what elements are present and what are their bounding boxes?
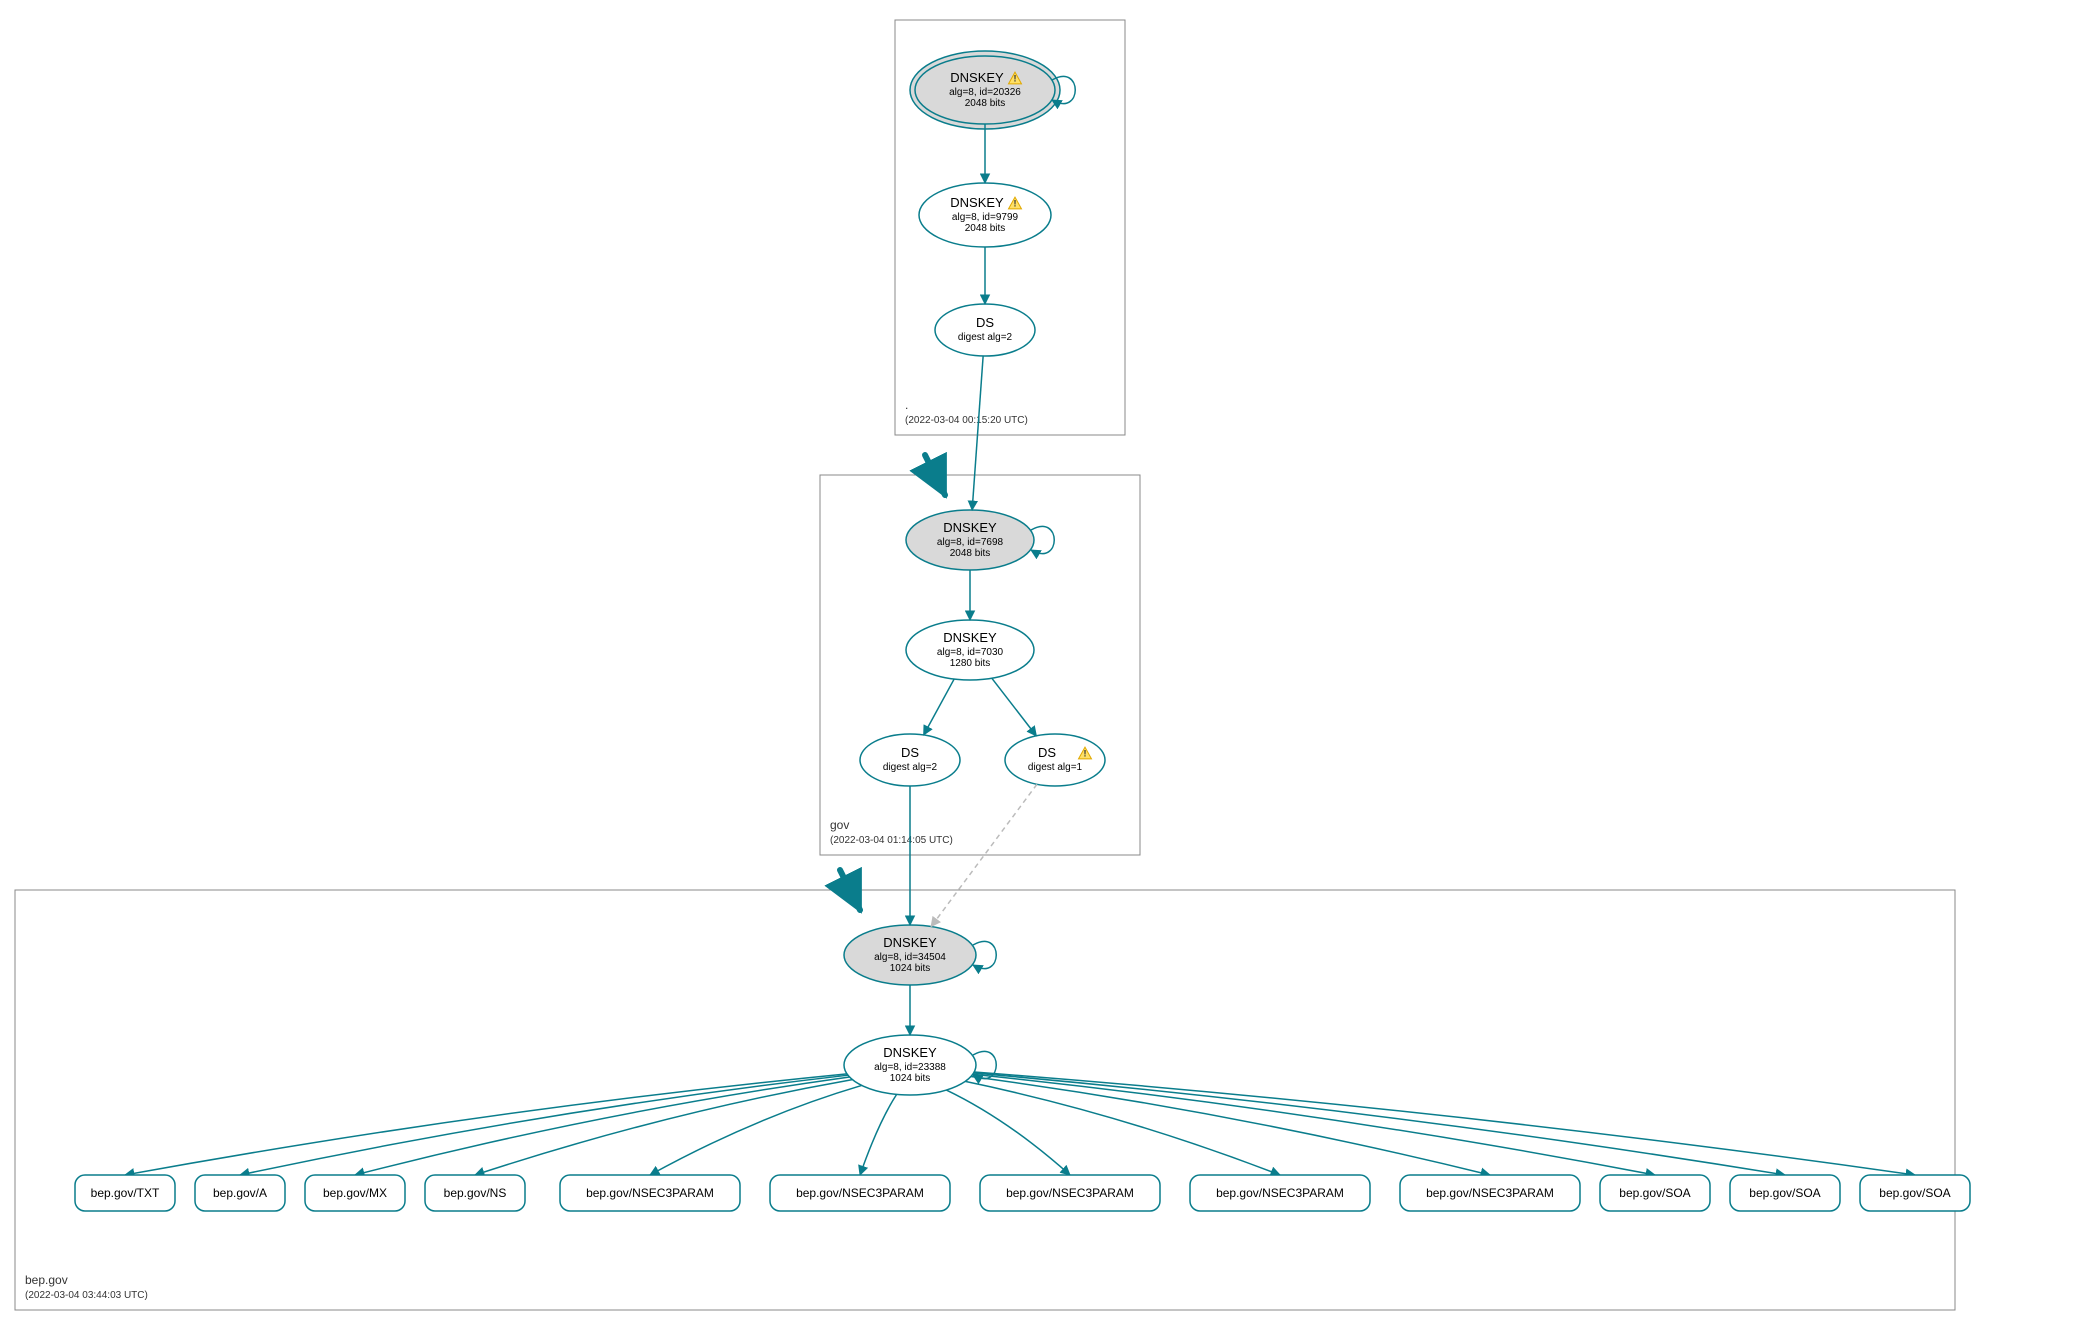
record-leaf-label: bep.gov/A xyxy=(213,1186,267,1200)
node-subtitle-2: 1024 bits xyxy=(890,963,931,974)
record-leaf-label: bep.gov/NS xyxy=(444,1186,507,1200)
node-subtitle-2: 2048 bits xyxy=(965,98,1006,109)
node-gov_ksk: DNSKEY alg=8, id=76982048 bits xyxy=(906,510,1054,570)
node-gov_ds1: DS digest alg=2 xyxy=(860,734,960,786)
edge-bep-zsk-leaf-11 xyxy=(974,1072,1915,1175)
node-title: DS xyxy=(1038,745,1056,760)
node-root_ds: DS digest alg=2 xyxy=(935,304,1035,356)
record-leaf-label: bep.gov/NSEC3PARAM xyxy=(1426,1186,1554,1200)
zone-timestamp-gov: (2022-03-04 01:14:05 UTC) xyxy=(830,835,953,846)
edge-bep-zsk-leaf-8 xyxy=(971,1077,1490,1175)
node-title: DNSKEY xyxy=(883,935,937,950)
record-leaf-label: bep.gov/NSEC3PARAM xyxy=(1006,1186,1134,1200)
record-leaf-label: bep.gov/SOA xyxy=(1619,1186,1690,1200)
record-leaf-label: bep.gov/MX xyxy=(323,1186,387,1200)
node-title: DNSKEY xyxy=(943,520,997,535)
record-leaf-label: bep.gov/TXT xyxy=(91,1186,160,1200)
edge-gov_zsk-gov_ds1 xyxy=(924,679,955,735)
edge-bep-zsk-leaf-5 xyxy=(860,1094,897,1175)
node-title: DS xyxy=(976,315,994,330)
edge-bep-zsk-leaf-6 xyxy=(946,1090,1070,1175)
edge-root_ds-gov_ksk xyxy=(972,356,983,510)
node-subtitle: digest alg=2 xyxy=(883,762,938,773)
node-gov_ds2: DS!digest alg=1 xyxy=(1005,734,1105,786)
node-subtitle-2: 2048 bits xyxy=(965,223,1006,234)
node-title: DNSKEY xyxy=(883,1045,937,1060)
node-subtitle-2: 1280 bits xyxy=(950,658,991,669)
node-subtitle: alg=8, id=7698 xyxy=(937,537,1004,548)
record-leaf-label: bep.gov/NSEC3PARAM xyxy=(1216,1186,1344,1200)
node-subtitle: alg=8, id=20326 xyxy=(949,87,1021,98)
node-title: DNSKEY xyxy=(950,195,1004,210)
zone-name-root: . xyxy=(905,398,908,412)
node-subtitle: alg=8, id=23388 xyxy=(874,1062,946,1073)
record-leaf-label: bep.gov/SOA xyxy=(1879,1186,1950,1200)
node-gov_zsk: DNSKEY alg=8, id=70301280 bits xyxy=(906,620,1034,680)
node-title: DS xyxy=(901,745,919,760)
edge-bep-zsk-leaf-9 xyxy=(973,1074,1655,1175)
node-subtitle-2: 2048 bits xyxy=(950,548,991,559)
node-bep_zsk: DNSKEY alg=8, id=233881024 bits xyxy=(844,1035,996,1095)
svg-text:!: ! xyxy=(1013,198,1016,208)
node-subtitle-2: 1024 bits xyxy=(890,1073,931,1084)
node-subtitle: alg=8, id=9799 xyxy=(952,212,1019,223)
record-leaf-label: bep.gov/SOA xyxy=(1749,1186,1820,1200)
edge-gov_zsk-gov_ds2 xyxy=(992,678,1037,736)
node-bep_ksk: DNSKEY alg=8, id=345041024 bits xyxy=(844,925,996,985)
node-title: DNSKEY xyxy=(950,70,1004,85)
node-subtitle: digest alg=1 xyxy=(1028,762,1083,773)
record-leaf-label: bep.gov/NSEC3PARAM xyxy=(586,1186,714,1200)
zone-name-bep: bep.gov xyxy=(25,1273,68,1287)
zone-name-gov: gov xyxy=(830,818,849,832)
node-subtitle: alg=8, id=7030 xyxy=(937,647,1004,658)
node-title: DNSKEY xyxy=(943,630,997,645)
node-subtitle: alg=8, id=34504 xyxy=(874,952,946,963)
zone-timestamp-bep: (2022-03-04 03:44:03 UTC) xyxy=(25,1290,148,1301)
svg-text:!: ! xyxy=(1083,748,1086,758)
edge-bep-zsk-leaf-2 xyxy=(355,1077,850,1175)
dnssec-diagram: . (2022-03-04 00:15:20 UTC) gov (2022-03-04… xyxy=(0,0,2075,1344)
zone-box-bep xyxy=(15,890,1955,1310)
record-leaf-label: bep.gov/NSEC3PARAM xyxy=(796,1186,924,1200)
node-root_ksk: DNSKEY! alg=8, id=203262048 bits xyxy=(910,51,1075,129)
zone-timestamp-root: (2022-03-04 00:15:20 UTC) xyxy=(905,415,1028,426)
svg-text:!: ! xyxy=(1013,73,1016,83)
node-subtitle: digest alg=2 xyxy=(958,332,1013,343)
node-root_zsk: DNSKEY! alg=8, id=97992048 bits xyxy=(919,183,1051,247)
